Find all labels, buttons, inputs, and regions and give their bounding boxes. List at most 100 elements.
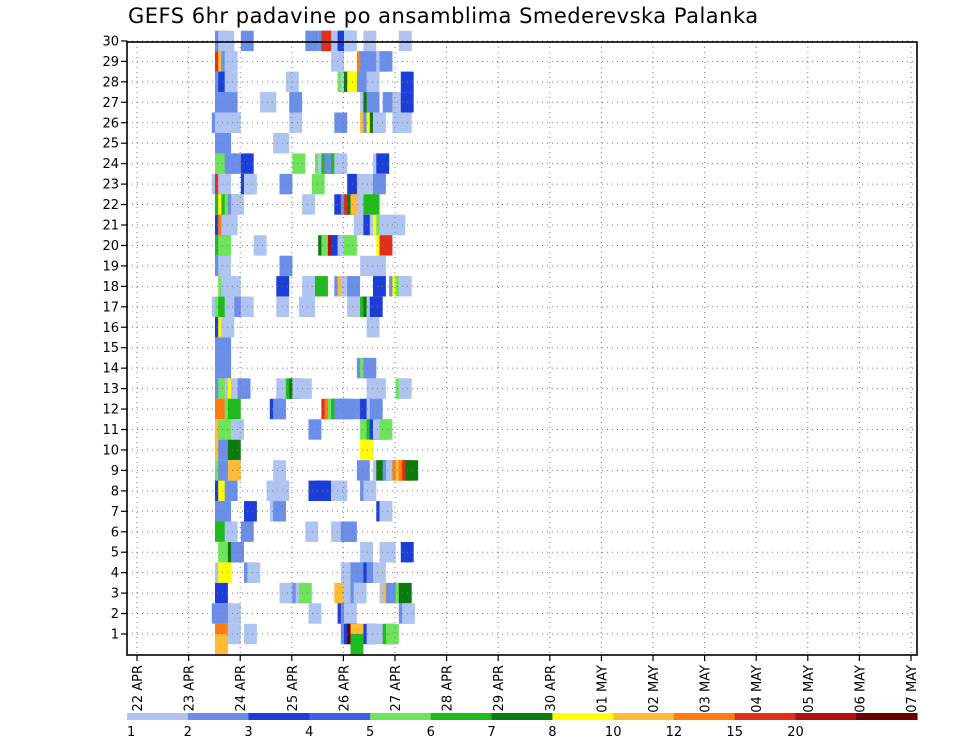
heatmap-cell	[237, 378, 251, 399]
x-tick-label: 05 MAY	[802, 665, 817, 713]
y-tick-label: 5	[111, 546, 119, 561]
y-tick-label: 6	[111, 525, 119, 540]
heatmap-cell	[227, 439, 241, 461]
colorbar-swatch	[795, 713, 857, 720]
y-tick-label: 12	[102, 403, 119, 418]
heatmap-cell	[308, 603, 322, 624]
x-tick-label: 06 MAY	[853, 665, 868, 713]
heatmap-cell	[347, 296, 361, 317]
heatmap-cell	[398, 276, 412, 297]
colorbar-label: 3	[244, 725, 252, 740]
heatmap-cell	[360, 255, 373, 277]
y-tick-label: 8	[111, 484, 119, 499]
heatmap-cell	[218, 173, 232, 195]
colorbar-swatch	[552, 713, 614, 720]
colorbar-swatch	[370, 713, 432, 720]
heatmap-cell	[218, 603, 232, 624]
colorbar-swatch	[856, 713, 918, 720]
heatmap-cell	[244, 623, 257, 645]
heatmap-cell	[227, 112, 241, 133]
heatmap-cell	[273, 460, 286, 481]
heatmap-cell	[218, 439, 232, 461]
heatmap-cell	[356, 460, 370, 481]
heatmap-cell	[356, 173, 370, 195]
y-axis: 1234567891011121314151617181920212223242…	[102, 34, 127, 643]
heatmap-cell	[353, 582, 367, 604]
y-tick-label: 21	[102, 219, 119, 234]
heatmap-cell	[373, 173, 386, 195]
colorbar: 1 2 3 4 5 6 7 8 10 12 15 20	[127, 713, 918, 740]
y-tick-label: 19	[102, 259, 119, 274]
heatmap-cell	[318, 480, 332, 501]
colorbar-swatch	[491, 713, 553, 720]
x-tick-label: 28 APR	[441, 665, 456, 711]
heatmap-cell	[344, 30, 357, 52]
grid-lines	[127, 40, 917, 655]
y-tick-label: 20	[102, 239, 119, 254]
heatmap-cell	[305, 521, 319, 542]
x-tick-label: 23 APR	[183, 665, 198, 711]
heatmap-cell	[369, 296, 383, 317]
heatmap-cell	[218, 562, 232, 583]
colorbar-label: 7	[487, 725, 495, 740]
heatmap-cell	[398, 582, 412, 604]
heatmap-cell	[398, 112, 412, 133]
heatmap-cell	[227, 460, 241, 481]
x-tick-label: 01 MAY	[595, 665, 610, 713]
heatmap-cell	[398, 30, 412, 52]
heatmap-cell	[289, 92, 303, 113]
y-tick-label: 9	[111, 464, 119, 479]
colorbar-label: 8	[548, 725, 556, 740]
x-tick-label: 22 APR	[131, 665, 146, 711]
colorbar-label: 4	[305, 725, 313, 740]
x-axis: 22 APR 23 APR 24 APR 25 APR 26 APR 27 APR 28 A…	[131, 655, 920, 713]
heatmap-cell	[218, 133, 232, 154]
heatmap-cell	[227, 276, 241, 297]
y-tick-label: 10	[102, 443, 119, 458]
x-tick-label: 02 MAY	[647, 665, 662, 713]
heatmap-cell	[369, 398, 383, 420]
heatmap-cell	[311, 173, 325, 195]
heatmap-cell	[344, 603, 357, 624]
heatmap-cell	[247, 562, 261, 583]
heatmap-cell	[382, 542, 396, 563]
heatmap-cells	[211, 30, 419, 655]
heatmap-cell	[402, 603, 415, 624]
y-tick-label: 3	[111, 587, 119, 602]
y-tick-label: 29	[102, 55, 119, 70]
heatmap-cell	[360, 51, 373, 72]
heatmap-cell	[382, 92, 396, 113]
heatmap-cell	[215, 112, 228, 133]
heatmap-cell	[279, 255, 293, 277]
heatmap-cell	[218, 501, 232, 522]
heatmap-cell	[334, 153, 348, 174]
heatmap-cell	[218, 255, 232, 277]
colorbar-label: 5	[366, 725, 374, 740]
colorbar-label: 1	[127, 725, 135, 740]
heatmap-cell	[366, 317, 380, 338]
heatmap-cell	[253, 235, 267, 256]
heatmap-cell	[218, 460, 232, 481]
heatmap-cell	[379, 51, 393, 72]
y-tick-label: 7	[111, 505, 119, 520]
heatmap-cell	[366, 71, 380, 92]
heatmap-cell	[360, 439, 373, 461]
heatmap-cell	[273, 501, 286, 522]
heatmap-cell	[334, 582, 348, 604]
colorbar-swatch	[187, 713, 250, 720]
heatmap-cell	[289, 112, 303, 133]
x-tick-label: 25 APR	[286, 665, 301, 711]
y-tick-label: 24	[102, 157, 119, 172]
heatmap-cell	[227, 623, 241, 645]
heatmap-cell	[379, 501, 393, 522]
y-tick-label: 25	[102, 137, 119, 152]
x-tick-label: 24 APR	[234, 665, 249, 711]
heatmap-cell	[224, 480, 238, 501]
heatmap-cell	[373, 276, 386, 297]
heatmap-cell	[279, 173, 293, 195]
x-tick-label: 07 MAY	[905, 665, 920, 713]
x-tick-label: 30 APR	[544, 665, 559, 711]
colorbar-label: 15	[726, 725, 743, 740]
heatmap-cell	[302, 296, 315, 317]
heatmap-cell	[347, 71, 361, 92]
